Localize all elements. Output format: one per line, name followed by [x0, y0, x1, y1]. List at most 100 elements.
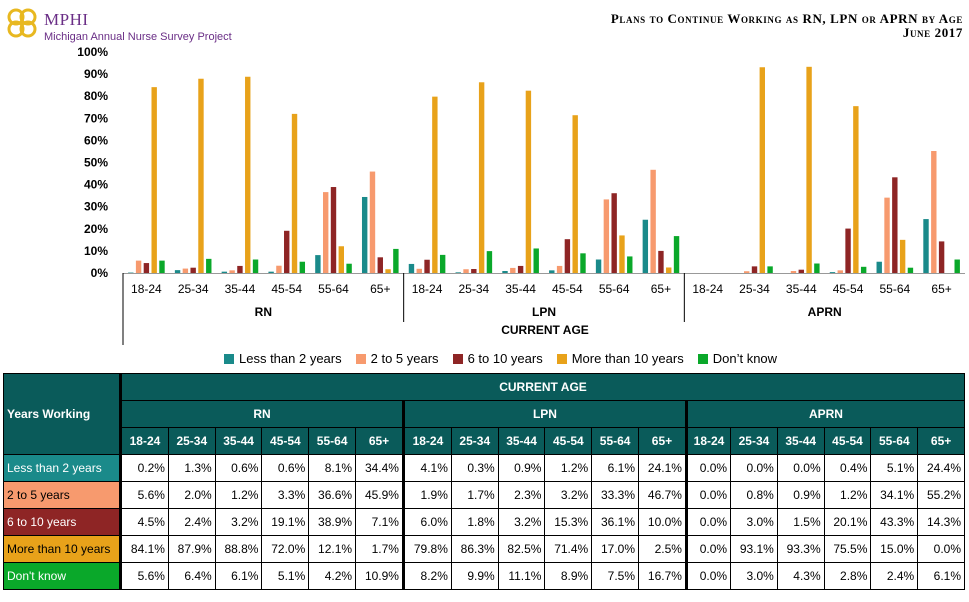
x-tick-label: 65+ — [651, 282, 671, 296]
bar — [159, 260, 165, 273]
bar — [252, 259, 259, 273]
table-cell: 8.1% — [308, 454, 357, 482]
table-cell: 11.1% — [497, 562, 546, 590]
table-row-label: Less than 2 years — [3, 454, 122, 482]
table-age-header: 55-64 — [591, 427, 640, 455]
table-group-header: LPN — [402, 400, 688, 428]
bar — [143, 263, 150, 273]
y-tick-label: 80% — [84, 89, 108, 103]
bar — [190, 267, 196, 273]
table-cell: 2.0% — [167, 481, 216, 509]
bar — [369, 171, 376, 273]
table-cell: 1.2% — [214, 481, 263, 509]
bar — [463, 269, 469, 273]
table-cell: 0.0% — [685, 535, 732, 563]
table-cell: 72.0% — [261, 535, 310, 563]
legend-swatch — [224, 354, 234, 364]
table-cell: 0.6% — [214, 454, 263, 482]
table-header-row: Years Working CURRENT AGE — [3, 373, 965, 455]
bar — [478, 82, 485, 273]
y-tick-label: 0% — [91, 266, 109, 280]
legend-label: More than 10 years — [571, 351, 684, 366]
bar-chart: 0% 10% 20% 30% 40% 50% 60% 70% 80% 90% 100% 18-24 2… — [77, 45, 965, 345]
y-tick-label: 60% — [84, 133, 108, 147]
bar — [666, 267, 672, 273]
table-cell: 4.5% — [120, 508, 169, 536]
table-cell: 15.0% — [870, 535, 919, 563]
bar — [837, 270, 843, 273]
bar — [174, 270, 181, 273]
table-cell: 20.1% — [823, 508, 872, 536]
x-tick-label: 18-24 — [412, 282, 443, 296]
bars — [128, 66, 960, 274]
table-cell: 0.6% — [261, 454, 310, 482]
table-cell: 2.4% — [870, 562, 919, 590]
bar — [595, 259, 602, 273]
legend-label: 6 to 10 years — [467, 351, 543, 366]
legend-label: Less than 2 years — [239, 351, 342, 366]
table-age-header: 45-54 — [544, 427, 593, 455]
table-cell: 4.2% — [308, 562, 357, 590]
legend-label: Don’t know — [712, 351, 778, 366]
table-cell: 5.1% — [261, 562, 310, 590]
table-cell: 3.0% — [730, 562, 778, 590]
bar — [510, 267, 516, 273]
mphi-logo-icon — [7, 8, 37, 38]
legend-item: More than 10 years — [556, 351, 684, 366]
table-age-header: 45-54 — [823, 427, 872, 455]
table-age-header: 18-24 — [685, 427, 732, 455]
table-cell: 3.3% — [261, 481, 310, 509]
x-tick-label: 25-34 — [739, 282, 770, 296]
table-cell: 34.4% — [355, 454, 405, 482]
y-tick-label: 20% — [84, 222, 108, 236]
y-tick-label: 10% — [84, 244, 108, 258]
chart-title: Plans to Continue Working as RN, LPN or … — [611, 12, 963, 40]
bar — [330, 187, 337, 273]
group-label: RN — [255, 305, 272, 319]
y-tick-label: 90% — [84, 67, 108, 81]
table-row: 6 to 10 years 4.5% 2.4% 3.2% 19.1% 38.9% 7.1% 6… — [3, 508, 965, 536]
table-cell: 1.3% — [167, 454, 216, 482]
bar — [385, 269, 391, 273]
legend-swatch — [697, 354, 708, 364]
table-cell: 36.6% — [308, 481, 357, 509]
logo: MPHI Michigan Annual Nurse Survey Projec… — [4, 4, 234, 44]
bar — [245, 76, 251, 273]
bar — [323, 192, 329, 273]
table-cell: 1.7% — [450, 481, 499, 509]
table-cell: 6.1% — [917, 562, 965, 590]
bar — [221, 271, 228, 273]
table-cell: 0.2% — [120, 454, 169, 482]
table-cell: 0.3% — [450, 454, 499, 482]
table-cell: 15.3% — [544, 508, 593, 536]
bar — [650, 169, 656, 273]
bar — [502, 271, 508, 273]
x-tick-label: 35-44 — [505, 282, 536, 296]
bar — [767, 266, 773, 273]
x-tick-label: 55-64 — [879, 282, 910, 296]
bar — [471, 269, 477, 273]
bar — [806, 66, 812, 273]
bar — [603, 199, 610, 273]
bar — [580, 253, 586, 273]
table-cell: 4.3% — [776, 562, 825, 590]
table-cell: 24.1% — [638, 454, 688, 482]
table-cell: 8.9% — [544, 562, 593, 590]
bar — [619, 235, 625, 273]
x-tick-label: 35-44 — [786, 282, 817, 296]
x-tick-label: 25-34 — [458, 282, 489, 296]
table-cell: 16.7% — [638, 562, 688, 590]
bar — [892, 177, 898, 273]
bar — [907, 267, 914, 273]
table-cell: 2.3% — [497, 481, 546, 509]
table-age-row: 18-24 25-34 35-44 45-54 55-64 65+ 18-24 25-34 35… — [4, 427, 965, 455]
x-tick-label: 18-24 — [692, 282, 723, 296]
bar — [884, 197, 890, 273]
table-cell: 6.1% — [214, 562, 263, 590]
table-cell: 0.0% — [685, 454, 732, 482]
table-cell: 87.9% — [167, 535, 216, 563]
table-age-header: 35-44 — [214, 427, 263, 455]
table-cell: 7.5% — [591, 562, 640, 590]
table-cell: 1.2% — [544, 454, 593, 482]
table-cell: 10.0% — [638, 508, 688, 536]
